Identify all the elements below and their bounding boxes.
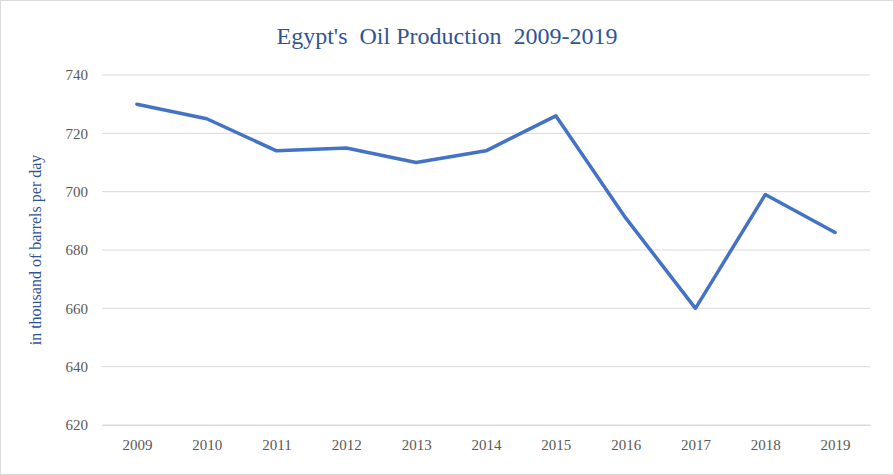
x-tick-label: 2010 xyxy=(192,437,222,453)
y-axis-line xyxy=(102,76,103,426)
x-tick: 2017 xyxy=(681,425,712,453)
x-tick-label: 2017 xyxy=(681,437,712,453)
x-tick-label: 2011 xyxy=(262,437,291,453)
y-tick: 640 xyxy=(66,359,103,375)
x-tick: 2015 xyxy=(541,425,571,453)
grid-line xyxy=(102,75,870,76)
y-tick-label: 720 xyxy=(66,126,89,142)
y-tick: 620 xyxy=(66,417,103,433)
x-tick: 2018 xyxy=(751,425,781,453)
x-tick: 2012 xyxy=(332,425,362,453)
y-tick: 680 xyxy=(66,242,103,258)
x-tick-label: 2019 xyxy=(821,437,851,453)
x-tick: 2019 xyxy=(821,425,851,453)
y-tick: 700 xyxy=(66,184,103,200)
x-tick: 2014 xyxy=(472,425,503,453)
grid-line xyxy=(102,133,870,134)
x-axis-line xyxy=(103,425,871,426)
y-axis-title: in thousand of barrels per day xyxy=(27,155,45,346)
y-tick-label: 620 xyxy=(66,417,89,433)
chart: 620 640 660 680 700 720 740 2009 2010 2011 2012 201… xyxy=(0,0,894,475)
y-tick-label: 640 xyxy=(66,359,89,375)
x-tick: 2013 xyxy=(402,425,432,453)
grid-line xyxy=(102,191,870,192)
x-tick-label: 2009 xyxy=(122,437,152,453)
plot-area xyxy=(137,104,835,308)
x-tick: 2010 xyxy=(192,425,222,453)
x-tick-label: 2015 xyxy=(541,437,571,453)
grid-line xyxy=(102,425,870,426)
x-tick: 2016 xyxy=(611,425,642,453)
x-tick: 2009 xyxy=(122,425,152,453)
x-axis: 2009 2010 2011 2012 2013 2014 2015 2016 2017 2018… xyxy=(103,425,871,453)
grid-line xyxy=(102,250,870,251)
y-tick-label: 680 xyxy=(66,242,89,258)
chart-title: Egypt's Oil Production 2009-2019 xyxy=(277,23,618,49)
line xyxy=(137,104,835,308)
y-axis: 620 640 660 680 700 720 740 xyxy=(66,67,103,433)
x-tick-label: 2018 xyxy=(751,437,781,453)
x-tick-label: 2016 xyxy=(611,437,642,453)
x-tick: 2011 xyxy=(262,425,291,453)
y-tick-label: 660 xyxy=(66,301,89,317)
x-tick-label: 2013 xyxy=(402,437,432,453)
grid-line xyxy=(102,366,870,367)
y-tick-label: 740 xyxy=(66,67,89,83)
y-tick-label: 700 xyxy=(66,184,89,200)
grid xyxy=(102,75,870,425)
y-tick: 740 xyxy=(66,67,103,83)
grid-line xyxy=(102,308,870,309)
x-tick-label: 2014 xyxy=(472,437,503,453)
chart-border xyxy=(1,1,894,475)
x-tick-label: 2012 xyxy=(332,437,362,453)
y-tick: 660 xyxy=(66,301,103,317)
y-tick: 720 xyxy=(66,126,103,142)
